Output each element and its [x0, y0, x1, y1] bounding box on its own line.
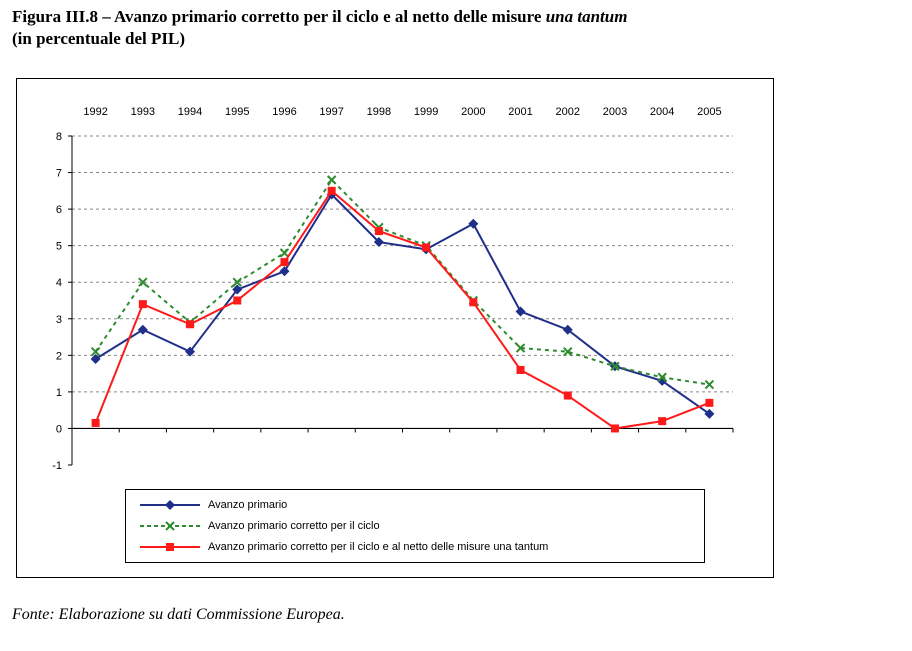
y-tick-label: 2: [56, 350, 62, 362]
figure-title: Figura III.8 – Avanzo primario corretto …: [12, 6, 902, 50]
data-point-series1: [137, 324, 148, 335]
legend-item-series3: Avanzo primario corretto per il ciclo e …: [138, 538, 548, 556]
chart-frame: -1 0 1 2 3 4 5 6 7 8 1992 1993 1994 1995 1996 1997 1998 1…: [16, 78, 774, 578]
x-tick-label: 1998: [367, 106, 391, 118]
y-tick-label: 1: [56, 387, 62, 399]
data-point-series1: [562, 324, 573, 335]
legend-item-series1: Avanzo primario: [138, 496, 287, 514]
x-tick-label: 1999: [414, 106, 438, 118]
line-chart: -1 0 1 2 3 4 5 6 7 8 1992 1993 1994 1995 1996 1997 1998 1…: [52, 106, 734, 472]
data-point-series3: [186, 320, 195, 329]
legend-swatch-series3: [140, 543, 200, 551]
x-tick-label: 1997: [319, 106, 343, 118]
data-point-series1: [373, 237, 384, 248]
data-point-series2: [563, 346, 573, 357]
x-tick-label: 1992: [83, 106, 107, 118]
data-point-series3: [658, 417, 667, 426]
y-tick-label: 8: [56, 131, 62, 143]
legend-label-series3: Avanzo primario corretto per il ciclo e …: [208, 541, 549, 553]
data-point-series3: [422, 243, 431, 252]
x-tick-label: 1996: [272, 106, 296, 118]
series-line-3: [94, 189, 710, 430]
data-point-series2: [326, 175, 337, 185]
data-point-series3: [233, 296, 242, 305]
y-tick-label: 0: [56, 423, 62, 435]
data-point-series3: [91, 418, 100, 427]
x-tick-label: 2005: [697, 106, 721, 118]
y-tick-label: 7: [56, 168, 62, 180]
data-point-series3: [610, 424, 619, 433]
data-point-series2: [610, 361, 620, 372]
data-point-series1: [279, 266, 290, 277]
y-tick-label: 4: [56, 277, 62, 289]
x-tick-label: 2003: [603, 106, 627, 118]
data-point-series3: [469, 298, 478, 307]
y-tick-label: -1: [52, 460, 62, 472]
x-tick-label: 2001: [508, 106, 532, 118]
legend-swatch-series2: [140, 521, 200, 531]
legend-label-series1: Avanzo primario: [208, 499, 288, 511]
figure-title-main: Figura III.8 – Avanzo primario corretto …: [12, 7, 546, 26]
x-tick-label: 1993: [131, 106, 155, 118]
series-line-1: [95, 192, 710, 415]
x-tick-label: 2002: [556, 106, 580, 118]
legend-swatch-series1: [140, 500, 200, 510]
figure-title-italic: una tantum: [545, 7, 628, 26]
x-tick-label: 1995: [225, 106, 249, 118]
series-line-2: [94, 178, 710, 386]
data-point-series2: [704, 379, 715, 390]
data-point-series3: [327, 186, 336, 195]
figure-subtitle: (in percentuale del PIL): [12, 29, 185, 48]
x-tick-label: 2004: [650, 106, 674, 118]
data-point-series1: [232, 284, 243, 295]
data-point-series3: [563, 391, 572, 400]
data-point-series1: [90, 353, 101, 364]
data-point-series3: [138, 300, 147, 309]
data-point-series2: [515, 343, 526, 353]
data-point-series2: [279, 248, 290, 258]
legend-label-series2: Avanzo primario corretto per il ciclo: [208, 520, 380, 532]
data-point-series1: [515, 306, 526, 317]
data-point-series2: [138, 277, 148, 287]
data-point-series3: [374, 227, 383, 236]
data-point-series2: [232, 277, 242, 287]
y-tick-label: 3: [56, 314, 62, 326]
legend-item-series2: Avanzo primario corretto per il ciclo: [138, 517, 380, 535]
source-note: Fonte: Elaborazione su dati Commissione …: [12, 606, 345, 623]
data-point-series3: [280, 258, 289, 267]
y-tick-label: 6: [56, 204, 62, 216]
data-point-series3: [705, 398, 714, 407]
chart-legend: Avanzo primario Avanzo primario corretto…: [125, 489, 705, 563]
data-point-series1: [468, 218, 479, 229]
y-tick-label: 5: [56, 241, 62, 253]
x-tick-label: 2000: [461, 106, 485, 118]
data-point-series3: [516, 365, 525, 374]
data-point-series2: [657, 372, 667, 382]
data-point-series1: [185, 346, 196, 357]
data-point-series1: [704, 408, 715, 419]
data-point-series2: [90, 346, 101, 357]
x-tick-label: 1994: [178, 106, 202, 118]
